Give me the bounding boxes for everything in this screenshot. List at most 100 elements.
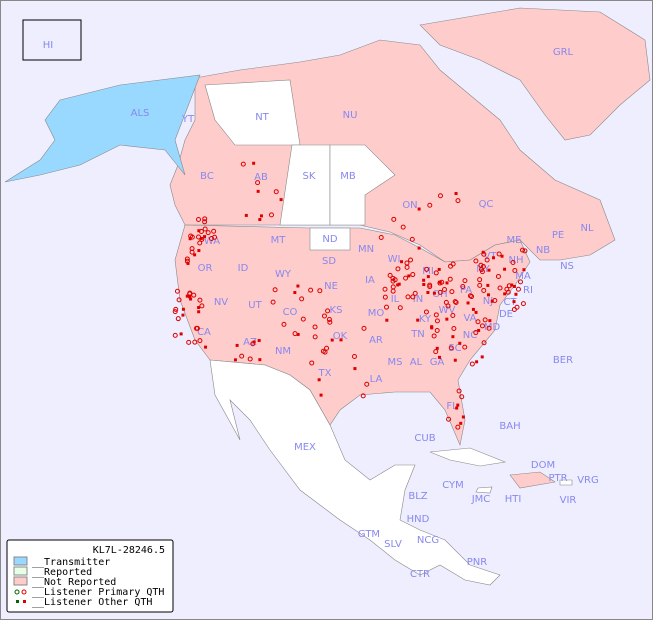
listener-other-qth-marker	[466, 301, 470, 305]
listener-other-qth-marker	[488, 319, 492, 323]
region-label-fl: FL	[446, 401, 458, 412]
legend-primary-green-icon	[14, 589, 20, 595]
region-label-mn: MN	[358, 244, 374, 255]
region-label-co: CO	[283, 307, 298, 318]
listener-primary-qth-marker	[447, 276, 453, 282]
listener-other-qth-marker	[385, 318, 389, 322]
listener-primary-qth-marker	[486, 325, 492, 331]
region-label-wy: WY	[275, 269, 292, 280]
region-label-nj: NJ	[483, 296, 493, 307]
region-label-hi: HI	[43, 40, 53, 51]
listener-primary-qth-marker	[239, 353, 245, 359]
listener-primary-qth-marker	[409, 236, 415, 242]
region-mex	[209, 359, 501, 586]
region-label-nt: NT	[255, 112, 269, 123]
listener-other-qth-marker	[193, 253, 197, 257]
listener-primary-qth-marker	[495, 273, 501, 279]
hawaii-inset	[22, 19, 82, 61]
listener-primary-qth-marker	[449, 289, 455, 295]
listener-other-qth-marker	[181, 307, 185, 311]
listener-other-qth-marker	[503, 267, 507, 271]
region-label-hti: HTI	[505, 494, 522, 505]
listener-primary-qth-marker	[387, 272, 393, 278]
listener-other-qth-marker	[512, 300, 516, 304]
listener-primary-qth-marker	[519, 247, 525, 253]
listener-other-qth-marker	[179, 332, 183, 336]
listener-primary-qth-marker	[196, 217, 202, 223]
region-label-or: OR	[198, 263, 213, 274]
listener-primary-qth-marker	[481, 340, 487, 346]
listener-other-qth-marker	[188, 237, 192, 241]
listener-primary-qth-marker	[202, 216, 208, 222]
listener-other-qth-marker	[185, 294, 189, 298]
listener-other-qth-marker	[491, 256, 495, 260]
region-label-als: ALS	[131, 108, 150, 119]
region-label-mb: MB	[340, 171, 356, 182]
listener-other-qth-marker	[204, 345, 208, 349]
listener-other-qth-marker	[445, 281, 449, 285]
listener-other-qth-marker	[258, 218, 262, 222]
region-label-mt: MT	[271, 235, 287, 246]
region-label-tx: TX	[318, 368, 332, 379]
listener-primary-qth-marker	[324, 345, 330, 351]
listener-other-qth-marker	[256, 189, 260, 193]
listener-other-qth-marker	[188, 295, 192, 299]
listener-primary-qth-marker	[189, 249, 195, 255]
region-label-vrg: VRG	[577, 475, 599, 486]
listener-primary-qth-marker	[477, 277, 483, 283]
listener-other-qth-marker	[480, 355, 484, 359]
listener-primary-qth-marker	[446, 416, 452, 422]
listener-other-qth-marker	[453, 358, 457, 362]
listener-other-qth-marker	[438, 280, 442, 284]
listener-other-qth-marker	[296, 332, 300, 336]
region-label-mo: MO	[368, 308, 385, 319]
listener-primary-qth-marker	[186, 339, 192, 345]
listener-primary-qth-marker	[434, 328, 440, 334]
listener-primary-qth-marker	[522, 248, 528, 254]
region-label-ber: BER	[553, 355, 573, 366]
listener-primary-qth-marker	[281, 321, 287, 327]
listener-other-qth-marker	[181, 313, 185, 317]
listener-primary-qth-marker	[194, 325, 200, 331]
listener-primary-qth-marker	[403, 275, 409, 281]
region-label-dom: DOM	[531, 460, 555, 471]
region-label-id: ID	[238, 263, 249, 274]
listener-other-qth-marker	[487, 268, 491, 272]
listener-other-qth-marker	[475, 360, 479, 364]
region-label-gtm: GTM	[358, 529, 380, 540]
listener-other-qth-marker	[437, 267, 441, 271]
listener-primary-qth-marker	[198, 229, 204, 235]
listener-other-qth-marker	[293, 291, 297, 295]
listener-other-qth-marker	[454, 192, 458, 196]
listener-primary-qth-marker	[176, 297, 182, 303]
region-label-ri: RI	[523, 285, 533, 296]
region-label-ncg: NCG	[417, 535, 439, 546]
region-label-mex: MEX	[294, 442, 316, 453]
region-label-ma: MA	[515, 271, 531, 282]
listener-primary-qth-marker	[390, 288, 396, 294]
listener-primary-qth-marker	[512, 267, 518, 273]
region-label-nv: NV	[214, 297, 228, 308]
listener-primary-qth-marker	[450, 261, 456, 267]
listener-other-qth-marker	[438, 355, 442, 359]
listener-other-qth-marker	[451, 335, 455, 339]
legend-other-qth: __Listener Other QTH	[32, 597, 152, 608]
listener-primary-qth-marker	[433, 270, 439, 276]
region-label-wi: WI	[388, 254, 401, 265]
listener-primary-qth-marker	[404, 264, 410, 270]
listener-primary-qth-marker	[452, 299, 458, 305]
listener-other-qth-marker	[514, 292, 518, 296]
legend-other-green-icon	[16, 600, 19, 603]
listener-primary-qth-marker	[384, 304, 390, 310]
region-label-mi: MI	[422, 266, 434, 277]
listener-other-qth-marker	[477, 328, 481, 332]
listener-primary-qth-marker	[197, 297, 203, 303]
listener-other-qth-marker	[503, 292, 507, 296]
region-label-jmc: JMC	[471, 494, 491, 505]
listener-primary-qth-marker	[473, 258, 479, 264]
listener-other-qth-marker	[189, 297, 193, 301]
listener-primary-qth-marker	[481, 251, 487, 257]
listener-primary-qth-marker	[312, 324, 318, 330]
listener-primary-qth-marker	[400, 224, 406, 230]
listener-primary-qth-marker	[175, 316, 181, 322]
